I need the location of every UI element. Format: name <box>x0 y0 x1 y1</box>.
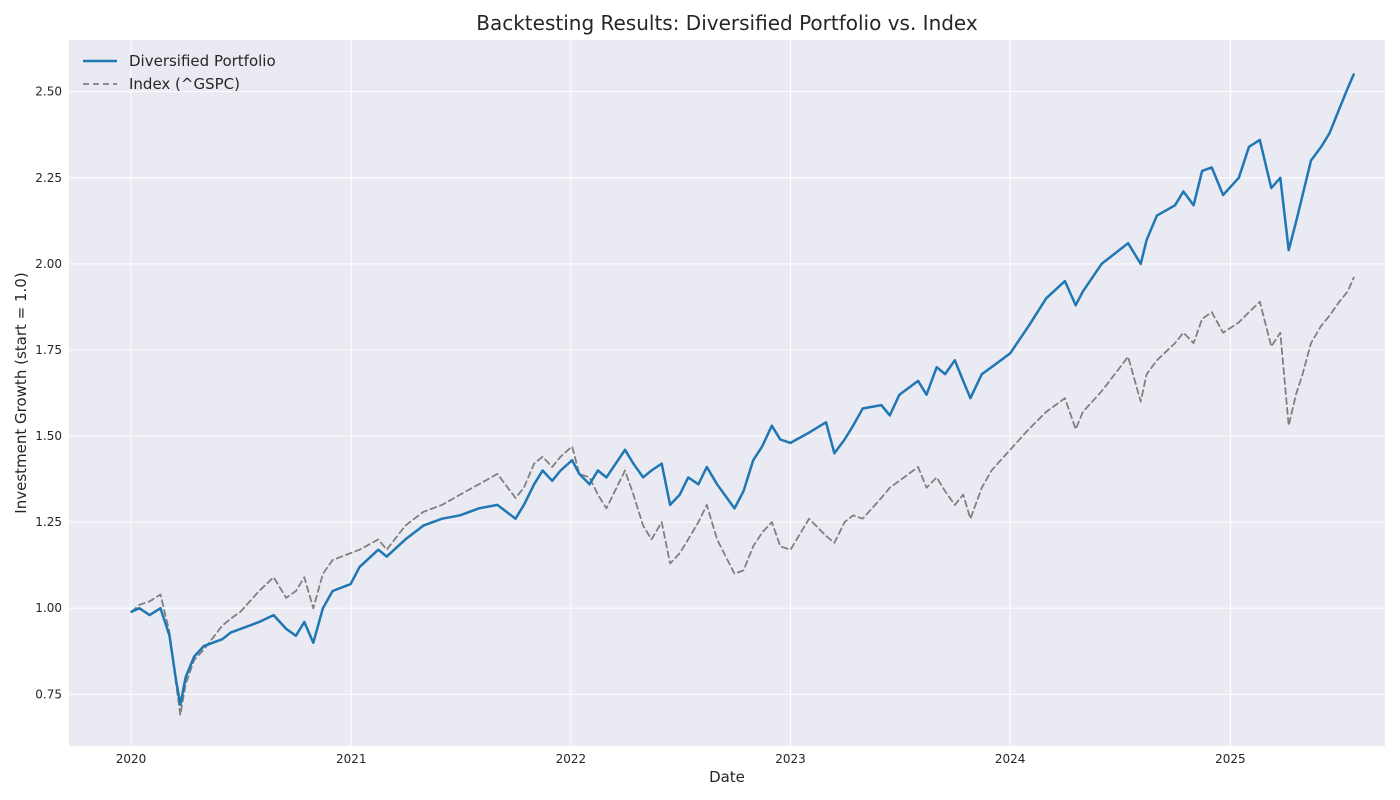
y-tick-label: 1.25 <box>35 515 62 529</box>
x-tick-label: 2025 <box>1215 752 1246 766</box>
grid-lines <box>69 40 1385 746</box>
y-tick-label: 1.50 <box>35 429 62 443</box>
x-tick-label: 2022 <box>556 752 587 766</box>
tick-labels: 0.75 1.00 1.25 1.50 1.75 2.00 2.25 2.50 2020 2021… <box>35 85 1245 766</box>
plot-area <box>69 40 1385 746</box>
chart-title: Backtesting Results: Diversified Portfol… <box>476 11 978 35</box>
x-tick-label: 2021 <box>336 752 367 766</box>
legend-label-index: Index (^GSPC) <box>129 75 240 93</box>
x-tick-label: 2023 <box>775 752 806 766</box>
y-tick-label: 2.25 <box>35 171 62 185</box>
y-tick-label: 2.50 <box>35 85 62 99</box>
y-axis-label: Investment Growth (start = 1.0) <box>12 272 30 513</box>
x-tick-label: 2024 <box>995 752 1026 766</box>
y-tick-label: 2.00 <box>35 257 62 271</box>
series-lines <box>130 73 1355 716</box>
y-tick-label: 1.75 <box>35 343 62 357</box>
legend-label-portfolio: Diversified Portfolio <box>129 52 276 70</box>
series-line-portfolio <box>130 73 1355 706</box>
legend: Diversified Portfolio Index (^GSPC) <box>83 52 276 93</box>
x-axis-label: Date <box>709 768 745 786</box>
series-line-index <box>130 276 1355 716</box>
y-tick-label: 1.00 <box>35 601 62 615</box>
x-tick-label: 2020 <box>116 752 147 766</box>
y-tick-label: 0.75 <box>35 687 62 701</box>
